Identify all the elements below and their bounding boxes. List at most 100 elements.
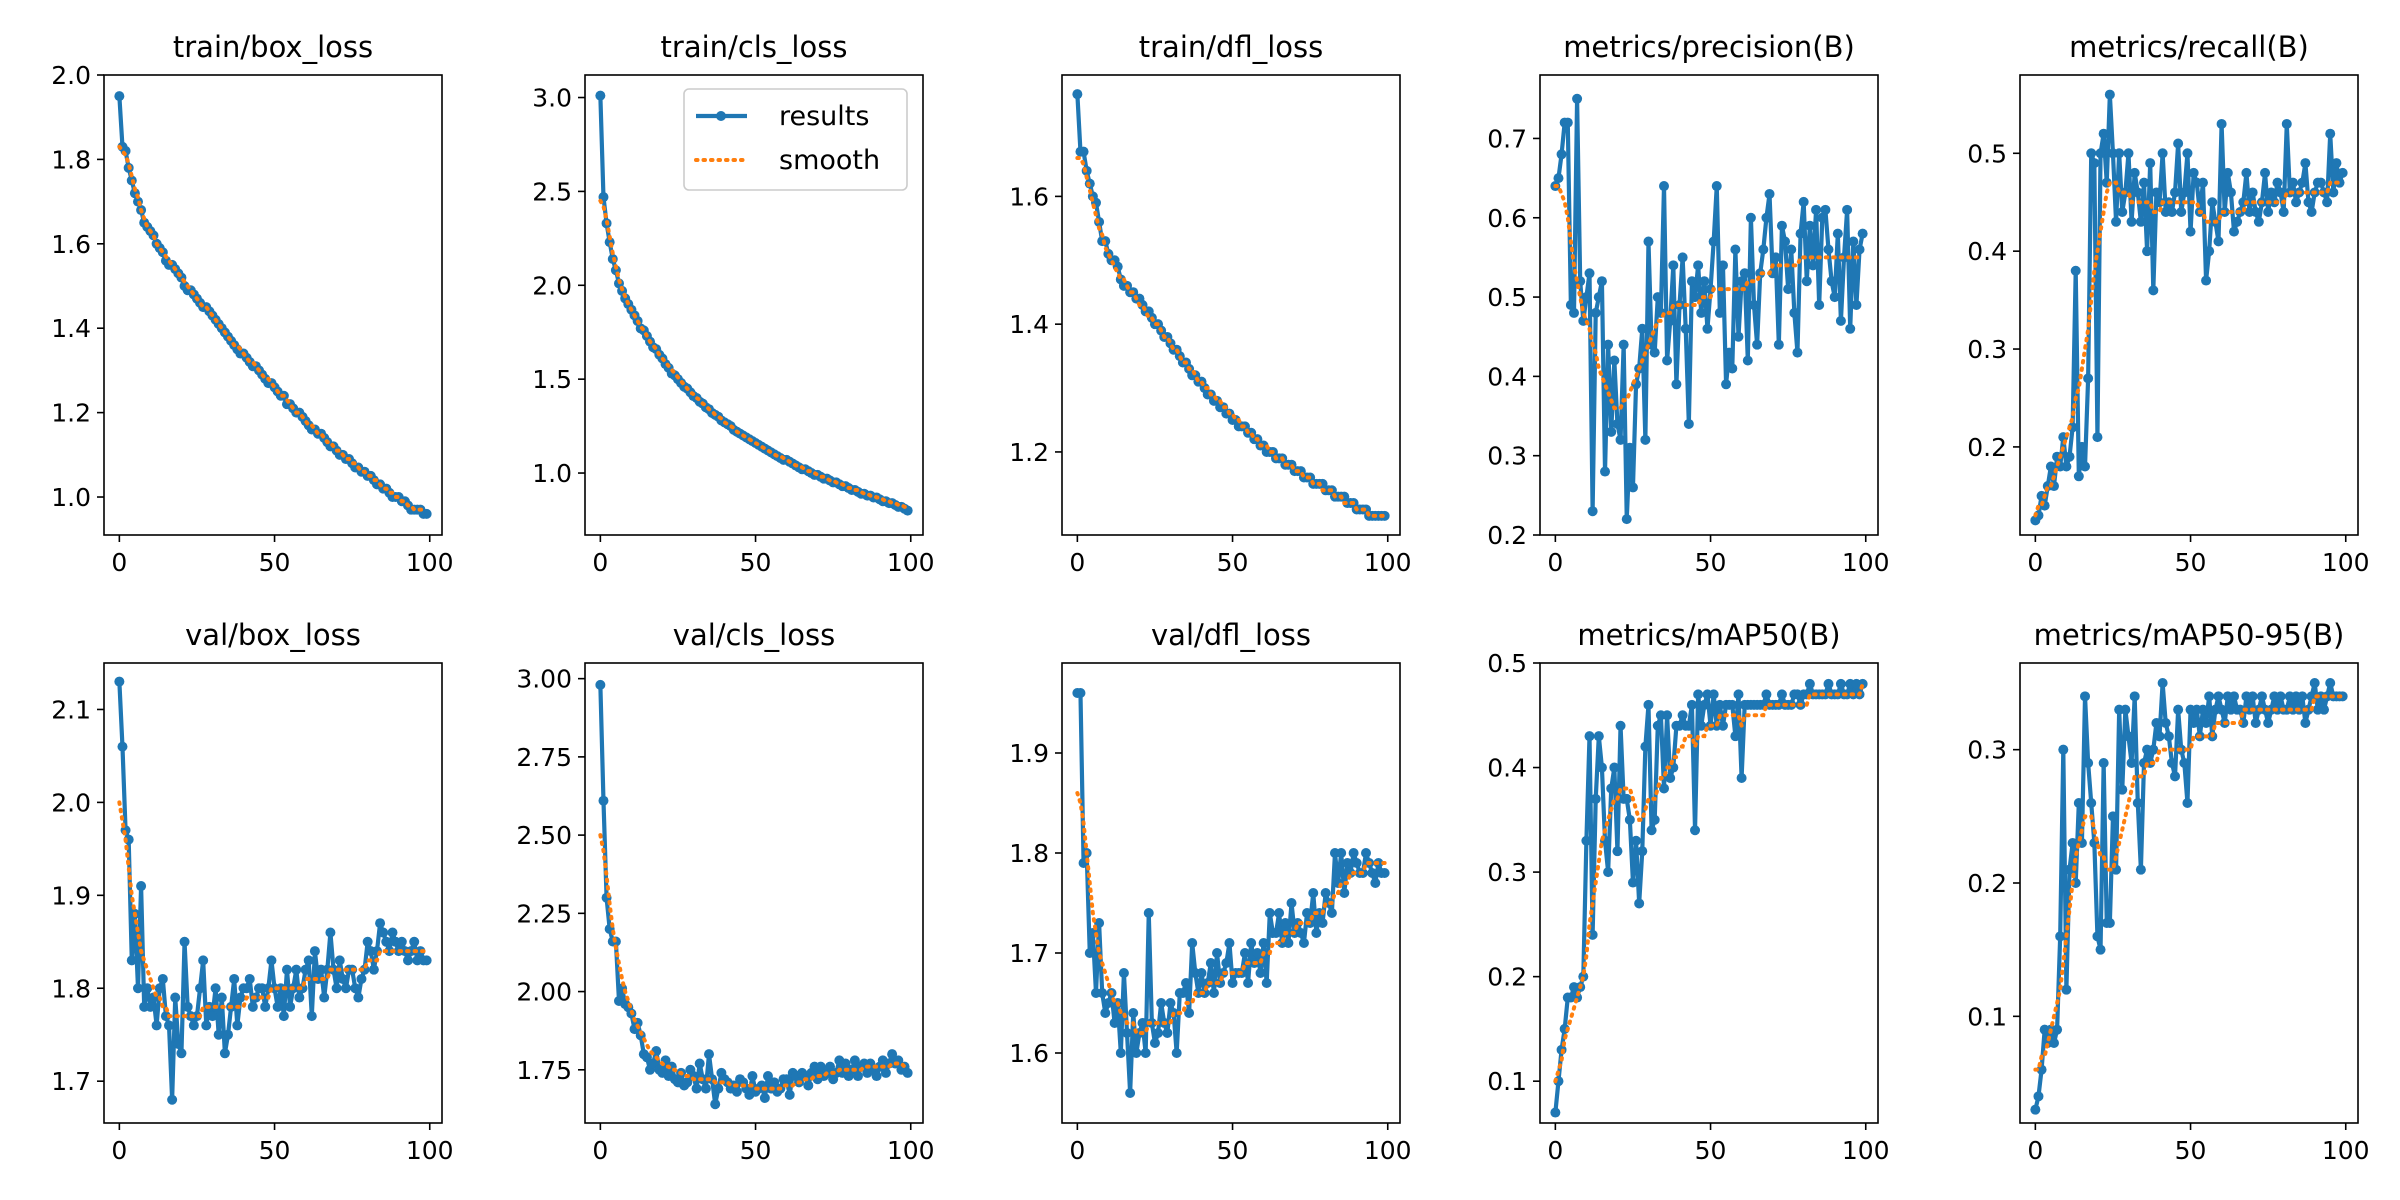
results-point-24 <box>1624 442 1635 453</box>
results-point-93 <box>403 955 414 966</box>
chart-metrics-map50-95-b: metrics/mAP50-95(B) 0.1 0.2 0.3 0 50 100 <box>1967 618 2369 1165</box>
results-point-86 <box>1817 212 1828 223</box>
results-point-17 <box>2083 758 2094 768</box>
results-point-18 <box>170 992 181 1003</box>
results-point-58 <box>1730 731 1741 742</box>
results-point-72 <box>1773 339 1784 350</box>
results-point-86 <box>381 936 392 947</box>
results-point-15 <box>2076 441 2087 452</box>
x-tick-label: 50 <box>259 1136 291 1165</box>
results-point-49 <box>2182 798 2193 808</box>
chart-metrics-precision-b: metrics/precision(B) 0.2 0.3 0.4 0.5 0.6 0.7 0 5… <box>1487 30 1889 577</box>
results-point-21 <box>179 936 190 947</box>
results-point-77 <box>353 992 364 1003</box>
results-point-7 <box>2052 1024 2063 1035</box>
results-point-53 <box>759 1092 770 1103</box>
results-point-17 <box>1603 339 1614 350</box>
y-tick-label: 2.1 <box>51 695 91 724</box>
results-point-48 <box>2179 758 2190 768</box>
results-point-5 <box>1565 300 1576 310</box>
chart-title: val/dfl_loss <box>1151 618 1311 652</box>
results-point-12 <box>151 1020 162 1031</box>
results-point-80 <box>1798 196 1809 207</box>
axes-frame <box>2019 74 2359 536</box>
results-point-71 <box>2250 207 2261 218</box>
results-point-78 <box>2272 177 2283 188</box>
results-point-41 <box>1677 710 1688 721</box>
results-point-20 <box>176 1048 187 1059</box>
smooth-series-line <box>117 800 429 1019</box>
results-point-30 <box>2123 731 2134 742</box>
results-point-72 <box>1295 928 1306 938</box>
results-point-87 <box>1820 204 1831 215</box>
results-point-98 <box>1854 244 1865 255</box>
y-tick-label: 0.5 <box>1487 649 1527 678</box>
results-point-90 <box>2309 678 2320 688</box>
results-point-54 <box>1717 260 1728 271</box>
results-point-37 <box>710 1099 721 1110</box>
results-point-30 <box>1643 699 1654 710</box>
results-point-43 <box>1205 958 1216 968</box>
results-point-51 <box>272 1001 283 1012</box>
results-point-63 <box>2225 187 2236 198</box>
results-point-16 <box>1122 1028 1133 1038</box>
y-tick-label: 0.1 <box>1967 1002 2007 1031</box>
x-tick-label: 0 <box>592 548 608 577</box>
y-tick-label: 1.5 <box>532 365 572 394</box>
results-point-39 <box>235 992 246 1003</box>
results-point-63 <box>309 946 320 957</box>
results-point-80 <box>2278 207 2289 218</box>
x-tick-label: 0 <box>2027 548 2043 577</box>
results-point-89 <box>1826 276 1837 287</box>
results-point-18 <box>1606 783 1617 794</box>
results-point-74 <box>2260 167 2271 178</box>
results-point-82 <box>368 964 379 975</box>
results-point-66 <box>2235 704 2246 715</box>
legend-results-marker <box>716 111 726 121</box>
results-point-34 <box>219 1048 230 1059</box>
results-point-32 <box>1649 347 1660 358</box>
results-point-76 <box>2266 187 2277 198</box>
results-point-37 <box>1665 773 1676 783</box>
results-point-21 <box>2095 944 2106 955</box>
results-point-68 <box>325 927 336 938</box>
y-tick-label: 2.5 <box>532 177 572 206</box>
results-point-57 <box>1727 699 1738 710</box>
results-point-70 <box>2247 187 2258 198</box>
results-point-35 <box>704 1049 714 1060</box>
results-point-89 <box>871 1071 882 1082</box>
results-point-15 <box>1118 968 1129 978</box>
results-point-81 <box>1801 276 1812 287</box>
results-point-9 <box>142 983 153 994</box>
results-point-36 <box>1662 355 1673 366</box>
results-point-9 <box>2058 744 2069 755</box>
y-tick-label: 0.3 <box>1487 858 1527 887</box>
results-point-79 <box>840 1058 851 1069</box>
results-point-21 <box>1615 720 1626 731</box>
results-point-48 <box>1221 958 1232 968</box>
results-point-87 <box>2300 718 2311 728</box>
results-point-51 <box>1708 689 1719 700</box>
x-tick-label: 50 <box>1695 1136 1727 1165</box>
results-point-18 <box>1128 1008 1139 1018</box>
results-series-line <box>117 679 429 1102</box>
results-point-73 <box>1298 938 1309 948</box>
results-point-20 <box>1612 846 1623 857</box>
results-point-83 <box>2287 177 2298 188</box>
y-tick-label: 2.0 <box>51 61 91 90</box>
results-point-14 <box>2073 471 2084 482</box>
results-point-1 <box>598 795 609 806</box>
results-point-90 <box>1351 858 1362 868</box>
results-point-44 <box>2166 758 2177 768</box>
results-point-94 <box>2322 197 2333 208</box>
results-point-86 <box>2297 177 2308 188</box>
results-point-2 <box>1556 149 1567 160</box>
results-point-47 <box>260 1001 271 1012</box>
results-point-64 <box>1749 300 1759 310</box>
results-point-11 <box>1584 268 1595 279</box>
results-point-56 <box>2204 246 2215 257</box>
results-point-73 <box>2256 691 2267 702</box>
results-point-13 <box>2070 265 2081 276</box>
x-tick-label: 50 <box>740 548 772 577</box>
results-point-82 <box>1326 908 1337 918</box>
